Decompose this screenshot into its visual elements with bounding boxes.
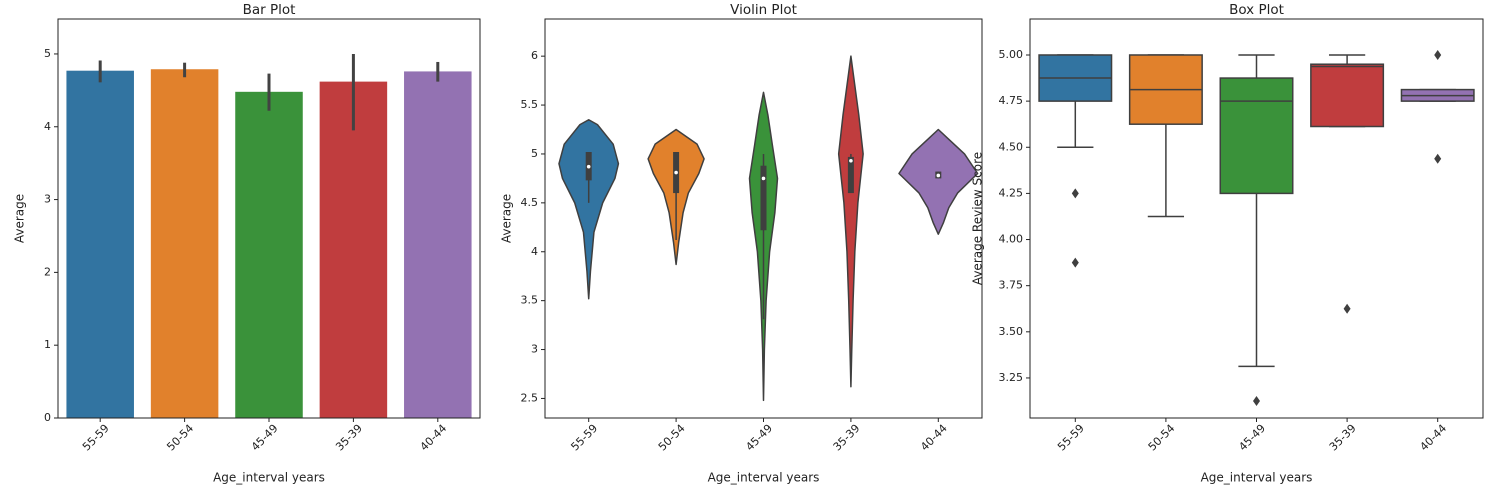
outlier — [1071, 188, 1079, 199]
x-tick-label: 50-54 — [164, 422, 196, 454]
y-tick-label: 5 — [531, 147, 538, 160]
iqr-box — [760, 165, 767, 231]
y-tick-label: 4 — [44, 120, 51, 133]
y-tick-label: 5.00 — [999, 48, 1024, 61]
axes-frame — [57, 18, 481, 419]
x-axis-label: Age_interval years — [213, 471, 325, 485]
y-tick-label: 3.25 — [999, 371, 1024, 384]
median — [674, 170, 678, 175]
y-tick-label: 4.75 — [999, 94, 1024, 107]
axes-frame — [1029, 18, 1484, 419]
plot-area — [66, 53, 472, 419]
bar — [404, 71, 472, 419]
x-tick-label: 35-39 — [831, 422, 863, 454]
x-tick-label: 55-59 — [1055, 422, 1087, 454]
box — [1310, 63, 1385, 128]
y-tick-label: 5 — [44, 47, 51, 60]
y-axis-label: Average Review Score — [971, 152, 985, 285]
y-tick-label: 0 — [44, 411, 51, 424]
x-tick-label: 55-59 — [80, 422, 112, 454]
y-tick-label: 4 — [531, 245, 538, 258]
y-tick-label: 2.5 — [521, 391, 539, 404]
y-tick-label: 4.5 — [521, 196, 539, 209]
iqr-box — [847, 156, 854, 194]
y-tick-label: 6 — [531, 49, 538, 62]
median — [849, 159, 853, 163]
x-axis-label: Age_interval years — [1201, 471, 1313, 485]
y-tick-label: 3.50 — [999, 325, 1024, 338]
bar — [150, 69, 219, 419]
violin — [558, 118, 620, 300]
x-tick-label: 35-39 — [333, 422, 365, 454]
bar — [235, 91, 303, 419]
bar — [319, 81, 388, 418]
violin — [837, 55, 864, 388]
x-tick-label: 40-44 — [418, 422, 450, 454]
outlier — [1434, 49, 1442, 60]
y-tick-label: 3.5 — [521, 294, 539, 307]
x-tick-label: 45-49 — [249, 422, 281, 454]
outlier — [1253, 396, 1260, 407]
median — [586, 164, 591, 169]
median — [936, 173, 941, 178]
box — [1219, 77, 1294, 195]
x-tick-label: 35-39 — [1327, 422, 1359, 454]
outlier — [1071, 257, 1079, 268]
x-axis-label: Age_interval years — [708, 471, 820, 485]
plot-area — [558, 55, 979, 402]
x-tick-label: 50-54 — [656, 422, 688, 454]
y-tick-label: 5.5 — [521, 98, 539, 111]
y-tick-label: 3.75 — [999, 279, 1024, 292]
y-tick-label: 4.25 — [999, 186, 1024, 199]
outlier — [1343, 303, 1351, 314]
violin — [898, 128, 979, 235]
y-tick-label: 3 — [44, 193, 51, 206]
x-tick-label: 40-44 — [918, 422, 950, 454]
y-tick-label: 4.50 — [999, 140, 1024, 153]
x-tick-label: 45-49 — [1236, 422, 1268, 454]
x-tick-label: 50-54 — [1146, 422, 1178, 454]
chart-title: Violin Plot — [730, 2, 797, 18]
y-axis-label: Average — [500, 194, 514, 243]
y-tick-label: 1 — [44, 338, 51, 351]
chart-title: Box Plot — [1229, 2, 1284, 18]
subplot: Box Plot Age_interval years Average Review… — [971, 2, 1484, 485]
y-tick-label: 2 — [44, 265, 51, 278]
y-tick-label: 4.00 — [999, 233, 1024, 246]
chart-title: Bar Plot — [243, 2, 296, 18]
x-tick-label: 45-49 — [743, 422, 775, 454]
axes-frame — [544, 18, 983, 419]
plot-area — [1038, 49, 1475, 407]
y-axis-label: Average — [13, 194, 27, 243]
bar — [66, 70, 134, 419]
x-tick-label: 40-44 — [1417, 422, 1449, 454]
subplot: Violin Plot Age_interval years Average 2.5 3… — [500, 2, 983, 485]
y-tick-label: 3 — [531, 343, 538, 356]
x-tick-label: 55-59 — [568, 422, 600, 454]
outlier — [1434, 153, 1442, 164]
median — [761, 176, 766, 181]
